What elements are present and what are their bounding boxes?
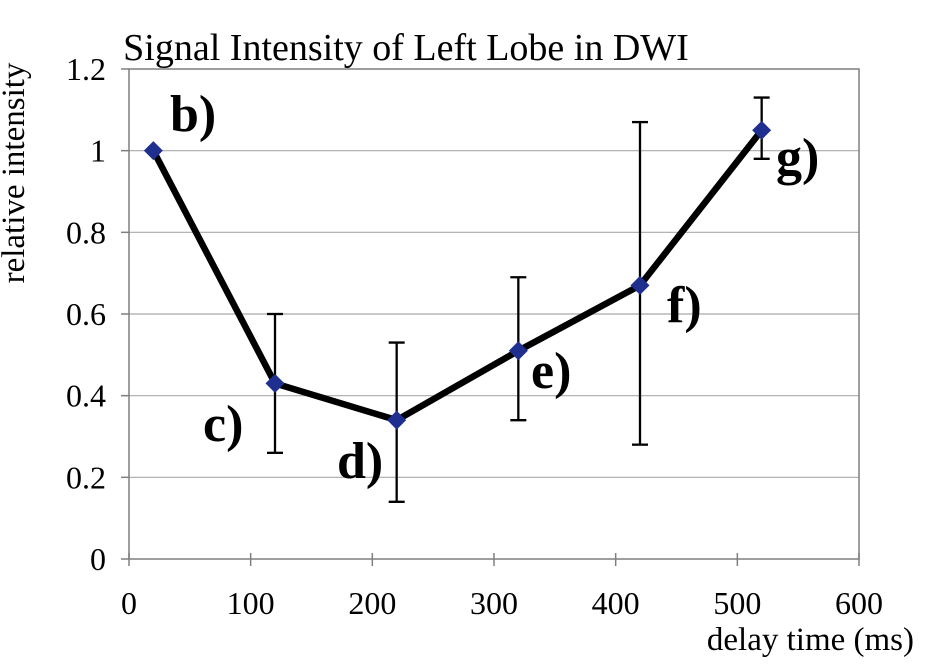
data-point-marker bbox=[265, 373, 285, 393]
data-series bbox=[143, 120, 772, 430]
axis-ticks bbox=[121, 68, 860, 566]
x-tick-label: 400 bbox=[592, 585, 640, 621]
y-tick-label: 0.2 bbox=[66, 459, 106, 495]
chart-title: Signal Intensity of Left Lobe in DWI bbox=[123, 27, 689, 69]
data-point-marker bbox=[387, 410, 407, 430]
y-tick-label: 0.6 bbox=[66, 296, 106, 332]
point-label: d) bbox=[337, 433, 383, 490]
x-tick-label: 600 bbox=[835, 585, 883, 621]
data-point-marker bbox=[630, 275, 650, 295]
point-label: g) bbox=[776, 129, 819, 186]
y-tick-label: 0.4 bbox=[66, 378, 106, 414]
data-point-marker bbox=[752, 120, 772, 140]
point-label: e) bbox=[531, 343, 571, 400]
data-point-marker bbox=[508, 341, 528, 361]
y-tick-label: 1.2 bbox=[66, 51, 106, 87]
series-line bbox=[150, 127, 765, 424]
gridlines bbox=[129, 150, 859, 478]
point-annotations: b) c) d) e) f) g) bbox=[170, 86, 819, 490]
point-label: b) bbox=[170, 86, 216, 143]
y-tick-label: 0 bbox=[90, 541, 106, 577]
tick-labels: 0 0.2 0.4 0.6 0.8 1 1.2 0 100 200 300 400 500 600 bbox=[66, 51, 883, 621]
x-axis-title: delay time (ms) bbox=[707, 622, 914, 658]
y-tick-label: 1 bbox=[90, 133, 106, 169]
data-point-marker bbox=[143, 141, 163, 161]
x-tick-label: 200 bbox=[348, 585, 396, 621]
x-tick-label: 0 bbox=[121, 585, 137, 621]
x-tick-label: 100 bbox=[227, 585, 275, 621]
x-tick-label: 300 bbox=[470, 585, 518, 621]
y-tick-label: 0.8 bbox=[66, 214, 106, 250]
point-label: c) bbox=[203, 396, 243, 453]
x-tick-label: 500 bbox=[713, 585, 761, 621]
point-label: f) bbox=[667, 277, 702, 334]
y-axis-title: relative intensity bbox=[0, 62, 32, 283]
